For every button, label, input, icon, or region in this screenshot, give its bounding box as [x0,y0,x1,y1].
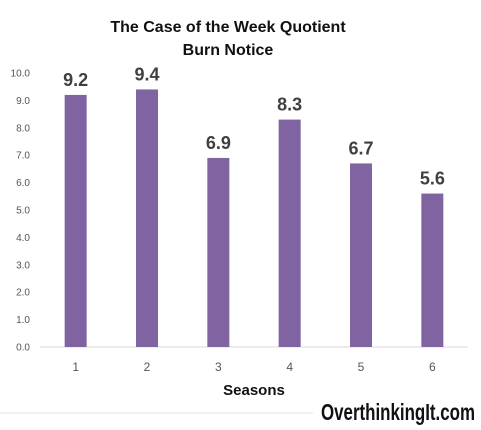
chart-title: The Case of the Week Quotient [110,19,346,36]
data-label: 5.6 [420,169,445,189]
y-tick-label: 0.0 [16,343,30,354]
chart-subtitle: Burn Notice [183,42,274,59]
bar [278,119,301,347]
x-axis-label: Seasons [223,382,285,399]
data-label: 6.7 [348,138,373,158]
bar [207,157,230,347]
y-tick-label: 4.0 [16,233,30,244]
data-labels: 9.2 9.4 6.9 8.3 6.7 5.6 [63,64,445,188]
x-tick-label: 2 [144,360,151,374]
bars [64,89,444,347]
y-axis-ticks: 0.0 1.0 2.0 3.0 4.0 5.0 6.0 7.0 8.0 9.0 10.0 [11,69,31,354]
y-tick-label: 3.0 [16,260,30,271]
x-tick-label: 1 [72,360,79,374]
y-tick-label: 6.0 [16,178,30,189]
data-label: 9.2 [63,70,88,90]
data-label: 9.4 [134,64,159,84]
x-axis-ticks: 1 2 3 4 5 6 [72,360,436,374]
bar [421,193,444,347]
y-tick-label: 10.0 [11,69,31,80]
watermark-text: OverthinkingIt.com [321,399,475,425]
x-tick-label: 5 [358,360,365,374]
y-tick-label: 7.0 [16,151,30,162]
y-tick-label: 2.0 [16,288,30,299]
y-tick-label: 1.0 [16,315,30,326]
data-label: 6.9 [206,133,231,153]
data-label: 8.3 [277,95,302,115]
bar [350,163,372,347]
y-tick-label: 8.0 [16,123,30,134]
y-tick-label: 5.0 [16,206,30,217]
bar [136,89,158,347]
bar [64,94,87,347]
x-tick-label: 4 [286,360,293,374]
x-tick-label: 3 [215,360,222,374]
x-tick-label: 6 [429,360,436,374]
y-tick-label: 9.0 [16,96,30,107]
